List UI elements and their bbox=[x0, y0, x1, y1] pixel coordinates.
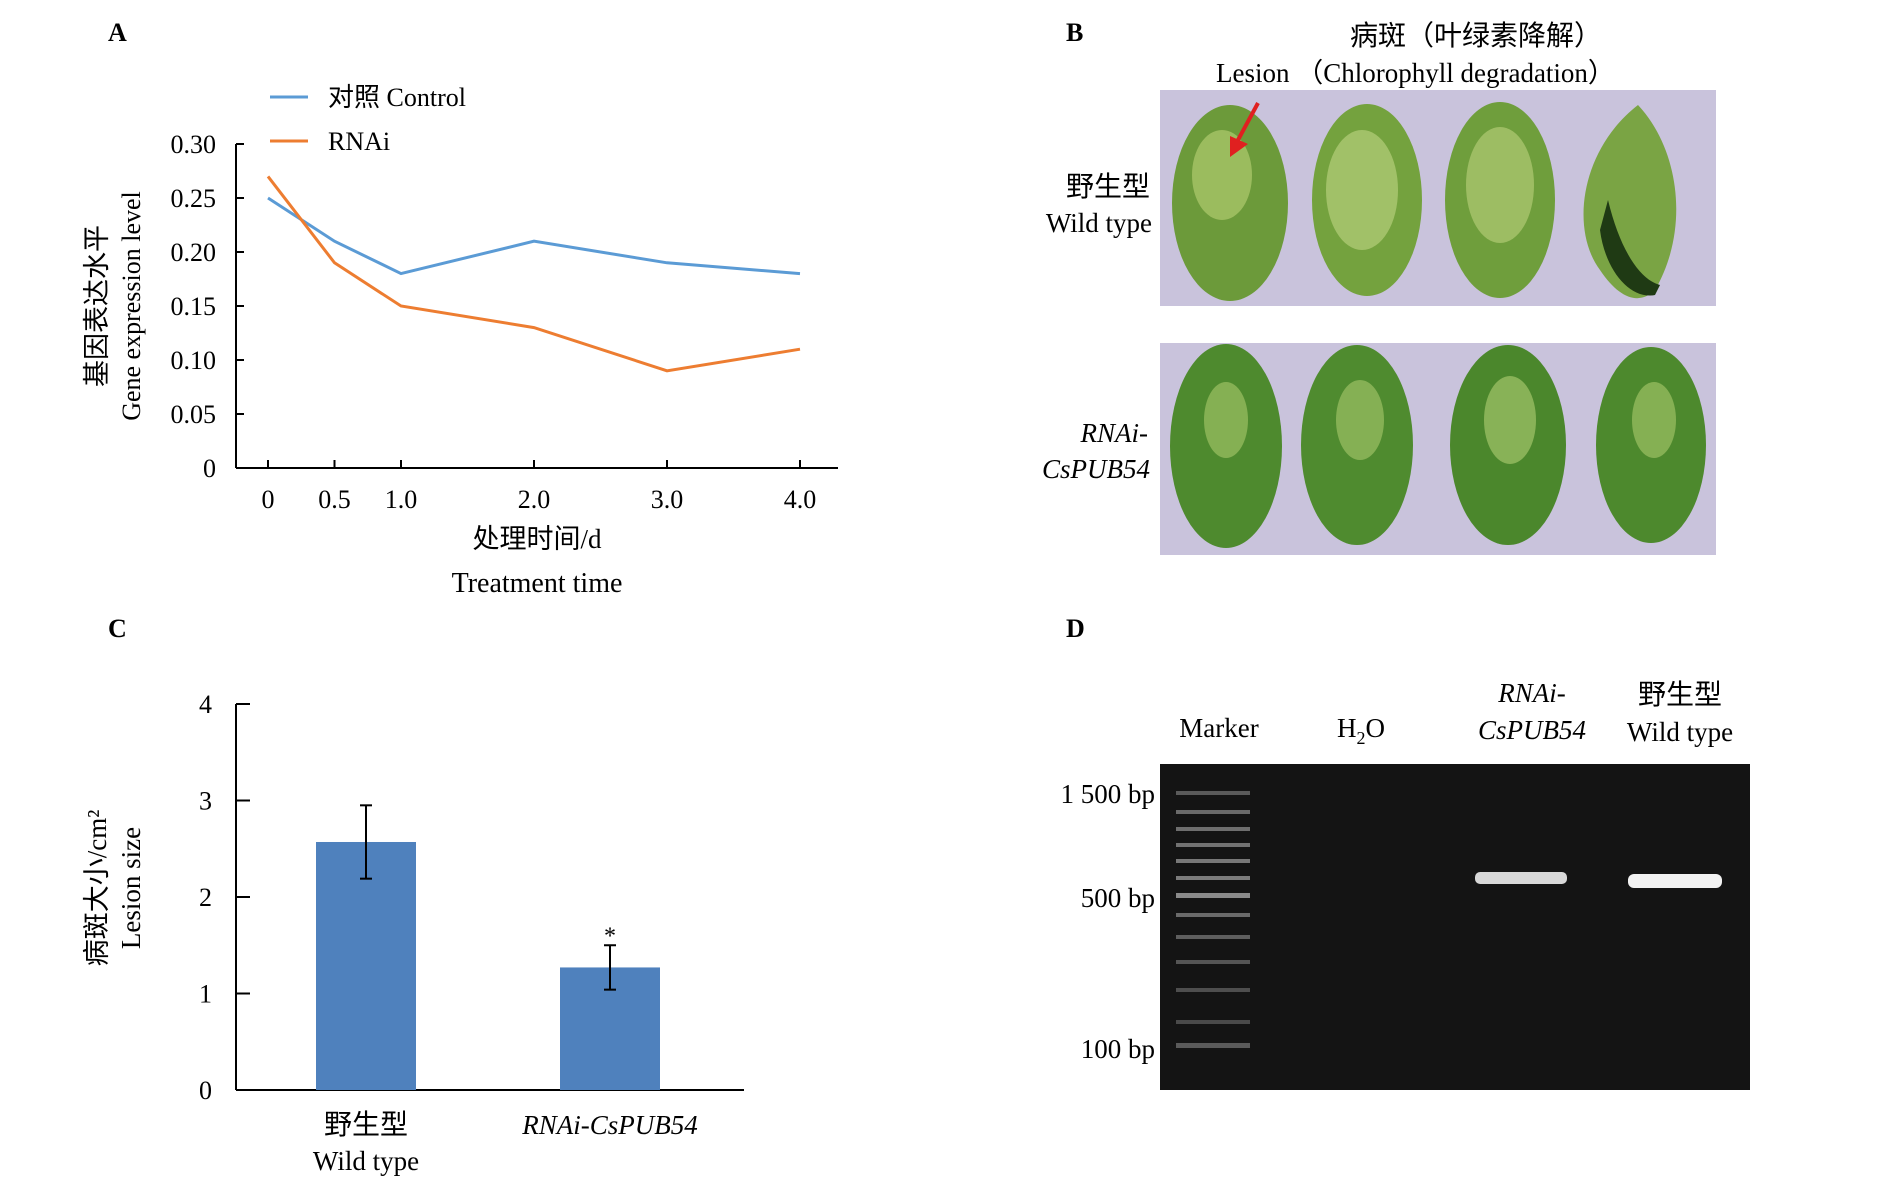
panel-letter-a: A bbox=[108, 18, 127, 47]
rnai-leaves bbox=[1170, 344, 1706, 548]
significance-marker: * bbox=[604, 923, 616, 949]
y-tick-label: 0.10 bbox=[171, 346, 217, 375]
ladder-band bbox=[1176, 960, 1250, 964]
y-axis-title-en: Gene expression level bbox=[117, 191, 146, 421]
ladder-band bbox=[1176, 810, 1250, 814]
x-tick-label: 0.5 bbox=[318, 485, 351, 514]
y-tick-label: 0.15 bbox=[171, 292, 217, 321]
h2o-h: H bbox=[1337, 713, 1357, 743]
category-label-wild-type-en: Wild type bbox=[313, 1146, 419, 1176]
x-axis-title-en: Treatment time bbox=[452, 568, 623, 599]
size-label-500: 500 bp bbox=[1081, 883, 1155, 913]
y-axis-title-cn: 基因表达水平 bbox=[82, 225, 112, 387]
lesion-patch bbox=[1484, 376, 1536, 464]
y-axis-title-cn: 病斑大小/cm² bbox=[82, 810, 112, 967]
ladder-band bbox=[1176, 988, 1250, 992]
marker-ladder bbox=[1176, 791, 1250, 1048]
ladder-band bbox=[1176, 913, 1250, 917]
wild-type-band bbox=[1628, 874, 1722, 888]
legend-label-control: 对照 Control bbox=[328, 83, 466, 112]
row-label-wild-type-cn: 野生型 bbox=[1066, 171, 1150, 203]
legend: 对照 Control RNAi bbox=[270, 83, 466, 156]
row-label-rnai-line1: RNAi- bbox=[1080, 418, 1149, 448]
ladder-band bbox=[1176, 876, 1250, 880]
lesion-patch bbox=[1326, 130, 1398, 250]
ladder-band bbox=[1176, 827, 1250, 831]
y-tick-label: 0.25 bbox=[171, 184, 217, 213]
y-tick-label: 3 bbox=[199, 787, 212, 816]
lane-label-rnai-line2: CsPUB54 bbox=[1478, 715, 1586, 745]
row-label-wild-type-en: Wild type bbox=[1046, 208, 1152, 238]
y-tick-label: 4 bbox=[199, 690, 212, 719]
lesion-label: Lesion （Chlorophyll degradation） bbox=[1216, 58, 1615, 88]
x-tick-label: 3.0 bbox=[651, 485, 684, 514]
gel-panel: Marker H2O RNAi- CsPUB54 野生型 Wild type 1… bbox=[1061, 678, 1750, 1090]
y-tick-label: 0.20 bbox=[171, 238, 217, 267]
wild-type-leaves bbox=[1172, 102, 1677, 301]
panel-letter-b: B bbox=[1066, 18, 1084, 47]
lesion-arrow bbox=[1230, 102, 1260, 157]
x-tick-label: 0 bbox=[262, 485, 275, 514]
series-line-control bbox=[267, 196, 801, 276]
line-chart-panel: 0 0.05 0.10 0.15 0.20 0.25 0.30 0 0.5 1.0 2.0 3.0 4… bbox=[82, 83, 838, 599]
lesion-patch bbox=[1204, 382, 1248, 458]
lesion-patch bbox=[1192, 130, 1252, 220]
y-tick-label: 1 bbox=[199, 980, 212, 1009]
leaf-photo-panel: 病斑（叶绿素降解） Lesion （Chlorophyll degradatio… bbox=[1042, 20, 1716, 555]
panel-letter-d: D bbox=[1066, 614, 1085, 643]
ladder-band bbox=[1176, 791, 1250, 795]
lane-label-marker: Marker bbox=[1179, 713, 1258, 743]
ladder-band bbox=[1176, 859, 1250, 863]
x-tick-label: 4.0 bbox=[784, 485, 817, 514]
lesion-patch bbox=[1466, 127, 1534, 243]
x-tick-label: 1.0 bbox=[385, 485, 418, 514]
panel-letter-c: C bbox=[108, 614, 127, 643]
y-tick-label: 0.05 bbox=[171, 400, 217, 429]
bar-chart-panel: 0 1 2 3 4 * 野生型 Wild type RNAi-CsPUB54 病斑大小/… bbox=[82, 690, 744, 1176]
y-axis-title-en: Lesion size bbox=[116, 827, 146, 949]
y-tick-label: 0.30 bbox=[171, 130, 217, 159]
lane-label-h2o: H2O bbox=[1337, 713, 1385, 748]
row-label-rnai-line2: CsPUB54 bbox=[1042, 454, 1150, 484]
size-label-1500: 1 500 bp bbox=[1061, 779, 1156, 809]
lesion-patch bbox=[1336, 380, 1384, 460]
legend-label-rnai: RNAi bbox=[328, 127, 390, 156]
lesion-title-cn: 病斑（叶绿素降解） bbox=[1350, 20, 1602, 52]
ladder-band bbox=[1176, 843, 1250, 847]
ladder-band bbox=[1176, 1020, 1250, 1024]
lane-label-wild-type-en: Wild type bbox=[1627, 717, 1733, 747]
bar bbox=[316, 841, 416, 1090]
leaf-shadow bbox=[1600, 200, 1660, 296]
category-label-rnai: RNAi-CsPUB54 bbox=[521, 1110, 698, 1140]
y-tick-label: 2 bbox=[199, 883, 212, 912]
lane-label-rnai-line1: RNAi- bbox=[1497, 678, 1566, 708]
gel-image bbox=[1160, 764, 1750, 1090]
category-label-wild-type-cn: 野生型 bbox=[324, 1109, 408, 1141]
x-axis-title-cn: 处理时间/d bbox=[472, 524, 602, 554]
lane-label-wild-type-cn: 野生型 bbox=[1638, 679, 1722, 711]
ladder-band bbox=[1176, 893, 1250, 898]
h2o-subscript: 2 bbox=[1357, 728, 1366, 748]
lesion-patch bbox=[1632, 382, 1676, 458]
ladder-band bbox=[1176, 935, 1250, 939]
y-tick-label: 0 bbox=[203, 454, 216, 483]
ladder-band bbox=[1176, 1043, 1250, 1048]
y-tick-label: 0 bbox=[199, 1076, 212, 1105]
series-line-rnai bbox=[266, 175, 801, 373]
x-tick-label: 2.0 bbox=[518, 485, 551, 514]
rnai-band bbox=[1475, 872, 1567, 884]
h2o-o: O bbox=[1366, 713, 1386, 743]
size-label-100: 100 bp bbox=[1081, 1034, 1155, 1064]
